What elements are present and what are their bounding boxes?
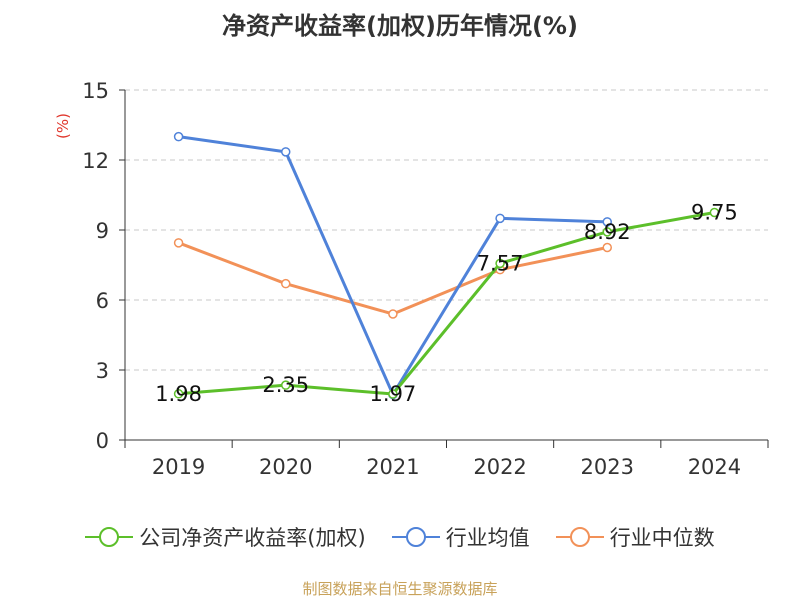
data-point [281, 380, 291, 390]
data-label: 2.35 [262, 373, 309, 397]
series-line-2 [178, 241, 608, 316]
x-tick-label: 2022 [473, 455, 526, 479]
x-tick-label: 2023 [581, 455, 634, 479]
data-point [388, 309, 398, 319]
data-source-note: 制图数据来自恒生聚源数据库 [302, 580, 498, 598]
y-axis-label: (%) [54, 113, 72, 139]
legend-line-circle-icon [391, 527, 440, 547]
data-point [281, 147, 291, 157]
data-point [173, 131, 184, 142]
legend-line-circle-icon [555, 527, 604, 547]
series-line-1 [178, 135, 608, 396]
data-label: 7.57 [477, 251, 524, 275]
x-tick-label: 2020 [259, 455, 312, 479]
x-tick-label: 2024 [688, 455, 741, 479]
y-tick-label: 3 [96, 359, 109, 383]
legend-label: 公司净资产收益率(加权) [139, 526, 366, 550]
data-point [388, 389, 398, 399]
axes: 0 3 6 9 12 15 2019 2020 2021 2022 2023 2024 [82, 79, 769, 479]
data-label: 8.92 [584, 220, 631, 244]
data-label: 1.98 [155, 382, 202, 406]
series-lines [173, 131, 720, 400]
legend-label: 行业均值 [445, 526, 530, 550]
data-point [495, 213, 505, 224]
y-tick-label: 6 [96, 289, 109, 313]
data-labels: 1.98 2.35 1.97 7.57 8.92 9.75 [155, 201, 738, 407]
legend-line-circle-icon [85, 527, 134, 547]
y-tick-label: 15 [82, 79, 109, 103]
data-label: 1.97 [370, 382, 417, 406]
gridlines [125, 89, 768, 371]
chart-title: 净资产收益率(加权)历年情况(%) [222, 12, 578, 40]
data-point [173, 389, 184, 399]
x-tick-label: 2019 [152, 455, 205, 479]
legend-item-company-roe[interactable]: 公司净资产收益率(加权) [85, 522, 366, 552]
legend-item-industry-mean[interactable]: 行业均值 [391, 522, 530, 552]
data-point [173, 238, 184, 248]
data-point [602, 227, 612, 237]
legend-label: 行业中位数 [609, 526, 715, 550]
y-tick-label: 0 [96, 429, 109, 453]
data-point [602, 217, 612, 227]
data-label: 9.75 [691, 201, 738, 225]
legend-item-industry-median[interactable]: 行业中位数 [555, 522, 715, 552]
data-point [495, 258, 505, 269]
data-point [709, 207, 720, 218]
data-point [602, 242, 612, 253]
series-line-0 [178, 211, 715, 396]
y-tick-label: 9 [96, 219, 109, 243]
x-tick-label: 2021 [366, 455, 419, 479]
chart-legend: 公司净资产收益率(加权) 行业均值 行业中位数 [0, 520, 800, 554]
data-point [281, 278, 291, 289]
y-tick-label: 12 [82, 149, 109, 173]
